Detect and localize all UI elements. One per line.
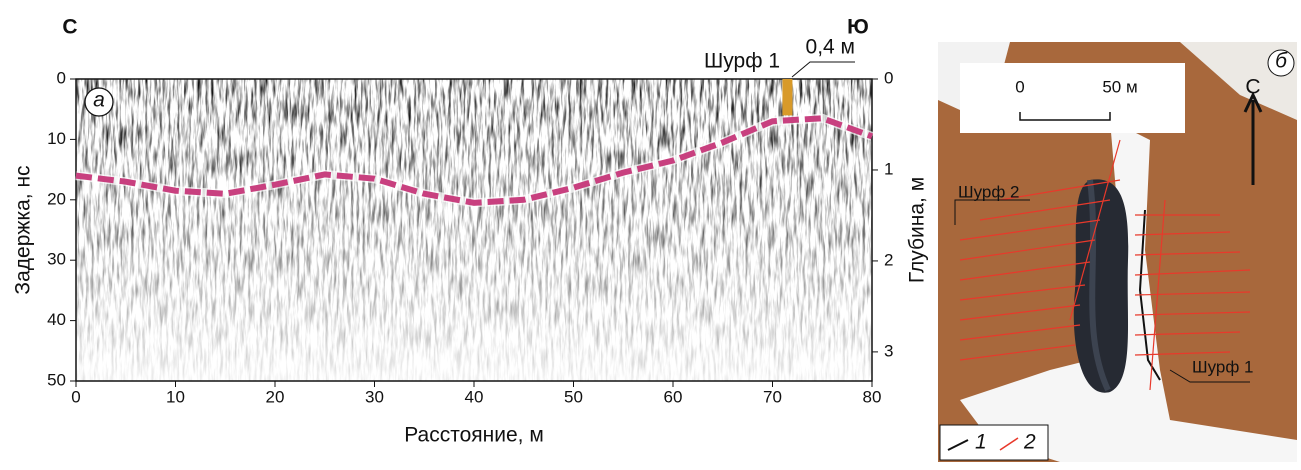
pit-label: Шурф 2 <box>958 182 1020 201</box>
pit-label: Шурф 1 <box>704 50 780 73</box>
y2-tick-label: 2 <box>884 250 893 269</box>
scale-label: 0 <box>1015 77 1024 96</box>
x-tick-label: 10 <box>166 387 185 406</box>
pit-bar <box>782 79 793 116</box>
scale-label: 50 м <box>1102 77 1137 96</box>
y-tick-label: 0 <box>57 68 66 87</box>
y2-tick-label: 1 <box>884 159 893 178</box>
pit-label: Шурф 1 <box>1192 357 1254 376</box>
map-panel <box>938 42 1297 462</box>
x-tick-label: 70 <box>763 387 782 406</box>
radargram <box>76 79 872 381</box>
y-axis-label: Задержка, нс <box>12 165 35 294</box>
x-tick-label: 40 <box>465 387 484 406</box>
y-tick-label: 50 <box>47 370 66 389</box>
y-tick-label: 40 <box>47 310 66 329</box>
y-tick-label: 20 <box>47 189 66 208</box>
leader-line <box>791 61 855 78</box>
y-tick-label: 10 <box>47 129 66 148</box>
boundary-line <box>75 115 874 206</box>
x-tick-label: 0 <box>71 387 80 406</box>
panel-label: б <box>1275 50 1288 73</box>
corner-label: Ю <box>847 16 869 39</box>
y-tick-label: 30 <box>47 250 66 269</box>
x-tick-label: 60 <box>664 387 683 406</box>
x-tick-label: 20 <box>266 387 285 406</box>
legend-label: 2 <box>1023 431 1036 454</box>
y2-axis-label: Глубина, м <box>906 177 929 283</box>
x-axis-label: Расстояние, м <box>404 424 544 447</box>
panel-label: а <box>93 89 105 112</box>
x-tick-label: 30 <box>365 387 384 406</box>
panel-badge <box>84 87 114 117</box>
pit-depth-label: 0,4 м <box>806 36 855 59</box>
y2-tick-label: 3 <box>884 341 893 360</box>
north-label: С <box>1245 76 1260 99</box>
x-tick-label: 50 <box>564 387 583 406</box>
x-tick-label: 80 <box>863 387 882 406</box>
legend-label: 1 <box>975 431 987 454</box>
corner-label: С <box>62 16 77 39</box>
y2-tick-label: 0 <box>884 68 893 87</box>
